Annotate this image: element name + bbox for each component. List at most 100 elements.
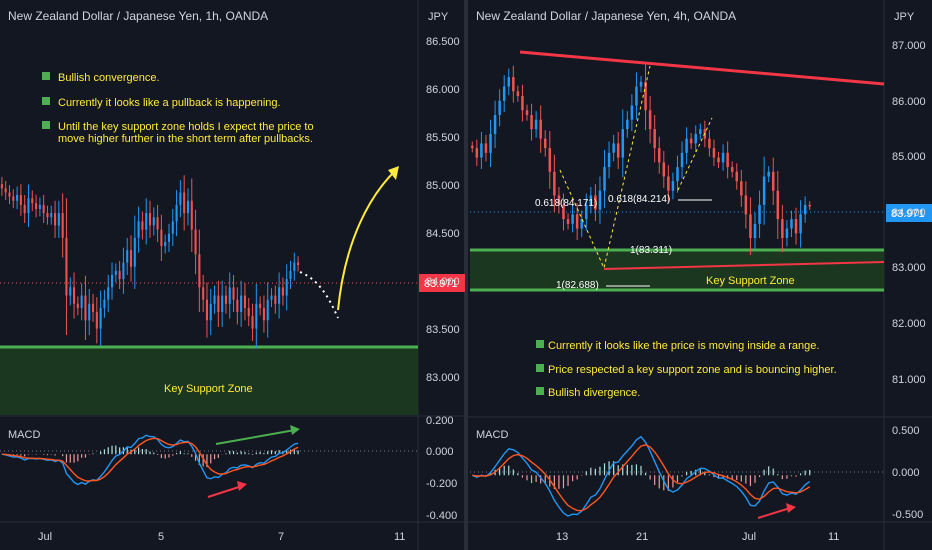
candle-body — [502, 86, 506, 101]
candle-body — [730, 167, 734, 172]
right-macd-red-arrow — [757, 507, 791, 519]
left-note: Until the key support zone holds I expec… — [58, 121, 314, 133]
right-y-tick: 82.000 — [892, 318, 926, 330]
candle-body — [107, 287, 110, 300]
candle-body — [516, 91, 520, 97]
candle-body — [493, 114, 497, 134]
right-x-tick: Jul — [742, 531, 756, 543]
candle-body — [580, 219, 583, 229]
candle-body — [84, 295, 87, 321]
right-pane — [468, 0, 932, 550]
candle-body — [152, 217, 155, 226]
right-fib-label: 0.618(84.171) — [535, 198, 597, 209]
left-y-tick: 86.000 — [426, 84, 460, 96]
candle-body — [534, 119, 538, 130]
candle-body — [274, 295, 277, 304]
candle-body — [122, 262, 125, 280]
candle-body — [471, 145, 474, 149]
candle-body — [553, 171, 556, 196]
candle-body — [259, 303, 262, 308]
candle-body — [781, 219, 784, 239]
candle-body — [103, 299, 106, 308]
candle-body — [598, 190, 602, 210]
candle-body — [708, 138, 711, 149]
right-currency-label: JPY — [894, 11, 915, 23]
left-macd — [1, 434, 299, 486]
candle-body — [73, 287, 76, 304]
left-x-tick: Jul — [38, 531, 52, 543]
candle-body — [762, 176, 766, 205]
candle-body — [247, 307, 250, 317]
candle-body — [57, 213, 60, 226]
candle-body — [653, 129, 656, 149]
candle-body — [489, 133, 492, 153]
left-macd-tick: -0.400 — [426, 510, 457, 522]
candle-body — [137, 221, 140, 238]
candle-body — [148, 213, 152, 226]
macd-line — [472, 435, 811, 517]
candle-body — [289, 270, 292, 280]
left-note-bullets — [42, 72, 50, 129]
candle-body — [262, 307, 265, 321]
left-x-tick: 5 — [158, 531, 164, 543]
candle-body — [484, 143, 488, 153]
candle-body — [694, 133, 697, 144]
candle-body — [507, 77, 511, 87]
right-chart-title: New Zealand Dollar / Japanese Yen, 4h, O… — [476, 9, 736, 23]
candle-body — [145, 213, 148, 230]
arrow-right-icon — [536, 340, 544, 348]
candle-body — [129, 250, 133, 267]
candle-body — [562, 204, 565, 220]
arrow-right-icon — [42, 97, 50, 105]
left-y-tick: 83.000 — [426, 372, 460, 384]
candle-body — [228, 287, 231, 304]
left-y-tick: 84.500 — [426, 228, 460, 240]
right-candles — [471, 61, 811, 256]
right-macd — [472, 435, 811, 517]
right-note-bullets — [536, 340, 544, 395]
left-upside-arrowhead — [388, 166, 399, 180]
candle-body — [217, 295, 220, 313]
candle-body — [65, 237, 68, 296]
candle-body — [255, 303, 258, 329]
right-last-price-badge — [886, 204, 932, 222]
right-upper-trendline — [519, 50, 885, 86]
candle-body — [240, 295, 243, 313]
candle-body — [721, 152, 725, 163]
candle-body — [285, 279, 288, 296]
right-macd-tick: -0.500 — [892, 509, 923, 521]
arrow-right-icon — [42, 72, 50, 80]
candle-body — [530, 114, 533, 130]
candle-body — [278, 287, 281, 304]
candle-body — [548, 148, 552, 172]
candle-body — [114, 270, 117, 275]
candle-body — [167, 233, 171, 242]
arrow-right-icon — [536, 387, 544, 395]
candle-body — [205, 299, 209, 321]
left-macd-tick: 0.000 — [426, 446, 454, 458]
candle-body — [175, 204, 178, 222]
candle-body — [221, 295, 224, 313]
candle-body — [133, 237, 136, 267]
right-lower-trendline — [603, 261, 885, 270]
candle-body — [27, 198, 30, 214]
candle-body — [95, 312, 98, 329]
candle-body — [0, 184, 3, 189]
candle-body — [566, 219, 570, 224]
left-last-price-text: 83.971 — [424, 278, 458, 290]
left-pullback-projection — [299, 271, 339, 319]
left-support-zone — [0, 346, 418, 415]
candle-body — [771, 171, 775, 191]
left-macd-green-arrow — [215, 429, 296, 445]
candle-body — [46, 213, 49, 218]
right-fib-label: 1(83.311) — [630, 245, 672, 256]
candle-body — [266, 299, 269, 321]
right-x-tick: 13 — [556, 531, 568, 543]
candle-body — [621, 129, 625, 158]
right-macd-red-arrowhead — [786, 503, 796, 513]
candle-body — [808, 204, 811, 207]
candle-body — [512, 77, 515, 92]
candle-body — [525, 110, 529, 115]
candle-body — [785, 228, 789, 239]
